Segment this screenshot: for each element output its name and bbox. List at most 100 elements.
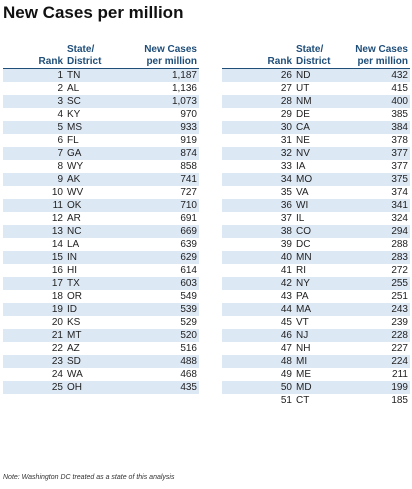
table-row: 12 AR 691 [3, 212, 199, 225]
table-row: 50 MD 199 [222, 380, 410, 394]
state-cell: VA [296, 186, 309, 198]
rank-cell: 31 [280, 134, 292, 146]
state-cell: NC [67, 225, 82, 237]
table-row: 11 OK 710 [3, 198, 199, 212]
rank-cell: 2 [57, 82, 63, 94]
rank-cell: 3 [57, 95, 63, 107]
table-row: 6 FL 919 [3, 134, 199, 147]
rank-cell: 18 [51, 290, 63, 302]
value-cell: 324 [391, 212, 408, 224]
rank-cell: 49 [280, 368, 292, 380]
state-cell: HI [67, 264, 77, 276]
value-cell: 255 [391, 277, 408, 289]
state-cell: AZ [67, 342, 80, 354]
state-cell: SD [67, 355, 81, 367]
value-cell: 385 [391, 108, 408, 120]
rank-cell: 39 [280, 238, 292, 250]
rank-cell: 37 [280, 212, 292, 224]
table-row: 22 AZ 516 [3, 342, 199, 355]
rank-cell: 43 [280, 290, 292, 302]
state-cell: CO [296, 225, 311, 237]
state-cell: DC [296, 238, 311, 250]
state-cell: AL [67, 82, 80, 94]
value-cell: 374 [391, 186, 408, 198]
value-cell: 874 [180, 147, 197, 159]
rank-cell: 48 [280, 355, 292, 367]
rank-cell: 5 [57, 121, 63, 133]
state-cell: NM [296, 95, 312, 107]
state-cell: RI [296, 264, 306, 276]
table-row: 43 PA 251 [222, 290, 410, 303]
state-cell: ID [67, 303, 77, 315]
state-cell: MN [296, 251, 312, 263]
value-cell: 224 [391, 355, 408, 367]
value-cell: 288 [391, 238, 408, 250]
state-cell: NH [296, 342, 311, 354]
table-row: 16 HI 614 [3, 264, 199, 277]
rank-cell: 4 [57, 108, 63, 120]
state-cell: KS [67, 316, 81, 328]
value-cell: 199 [391, 381, 408, 393]
table-row: 34 MO 375 [222, 172, 410, 186]
table-row: 14 LA 639 [3, 238, 199, 251]
table-header-row: Rank State/District New Cases per million [3, 40, 199, 69]
rank-cell: 44 [280, 303, 292, 315]
value-cell: 710 [180, 199, 197, 211]
state-cell: AR [67, 212, 81, 224]
value-cell: 272 [391, 264, 408, 276]
rank-cell: 1 [57, 69, 63, 81]
value-cell: 243 [391, 303, 408, 315]
value-cell: 614 [180, 264, 197, 276]
table-row: 49 ME 211 [222, 368, 410, 381]
state-cell: CT [296, 394, 310, 406]
rank-cell: 29 [280, 108, 292, 120]
rank-cell: 14 [51, 238, 63, 250]
value-cell: 727 [180, 186, 197, 198]
state-cell: NV [296, 147, 310, 159]
value-cell: 858 [180, 160, 197, 172]
table-row: 2 AL 1,136 [3, 82, 199, 95]
state-cell: WY [67, 160, 84, 172]
state-cell: WI [296, 199, 309, 211]
value-cell: 1,136 [171, 82, 197, 94]
table-row: 30 CA 384 [222, 120, 410, 134]
state-cell: TN [67, 69, 81, 81]
rank-cell: 28 [280, 95, 292, 107]
value-cell: 741 [180, 173, 197, 185]
state-cell: OR [67, 290, 82, 302]
value-cell: 294 [391, 225, 408, 237]
value-cell: 435 [180, 381, 197, 393]
value-cell: 432 [391, 69, 408, 81]
rank-cell: 20 [51, 316, 63, 328]
value-cell: 283 [391, 251, 408, 263]
rank-cell: 17 [51, 277, 63, 289]
table-row: 10 WV 727 [3, 186, 199, 199]
value-cell: 251 [391, 290, 408, 302]
rank-cell: 12 [51, 212, 63, 224]
state-cell: OK [67, 199, 82, 211]
value-cell: 639 [180, 238, 197, 250]
value-cell: 516 [180, 342, 197, 354]
state-cell: WA [67, 368, 83, 380]
table-row: 44 MA 243 [222, 302, 410, 316]
state-cell: OH [67, 381, 82, 393]
state-cell: IN [67, 251, 77, 263]
rank-cell: 16 [51, 264, 63, 276]
table-row: 26 ND 432 [222, 68, 410, 82]
table-row: 20 KS 529 [3, 316, 199, 329]
state-cell: ME [296, 368, 311, 380]
rank-cell: 36 [280, 199, 292, 211]
value-cell: 377 [391, 160, 408, 172]
rank-cell: 6 [57, 134, 63, 146]
table-row: 23 SD 488 [3, 354, 199, 368]
value-cell: 933 [180, 121, 197, 133]
table-row: 24 WA 468 [3, 368, 199, 381]
state-cell: ND [296, 69, 311, 81]
value-cell: 691 [180, 212, 197, 224]
table-row: 41 RI 272 [222, 264, 410, 277]
table-row: 32 NV 377 [222, 146, 410, 160]
value-cell: 1,073 [171, 95, 197, 107]
rank-cell: 42 [280, 277, 292, 289]
ranking-table-right: Rank State/District New Cases per million… [222, 40, 410, 407]
rank-cell: 32 [280, 147, 292, 159]
